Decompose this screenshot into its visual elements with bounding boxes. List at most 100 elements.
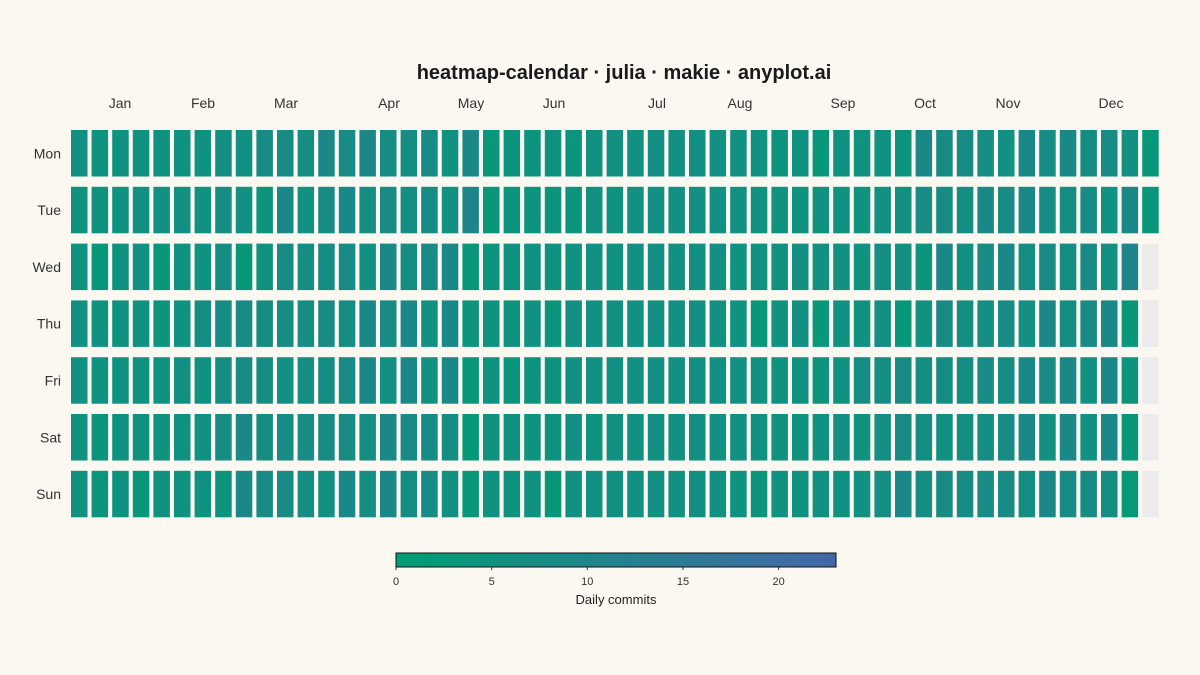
heatmap-cell [750, 300, 768, 347]
heatmap-cell [215, 300, 232, 347]
month-label: Aug [728, 95, 753, 111]
heatmap-cell [792, 130, 809, 177]
month-label: Jun [543, 95, 566, 111]
heatmap-cell [874, 414, 891, 461]
heatmap-cell [853, 130, 871, 177]
heatmap-cell [380, 300, 397, 347]
heatmap-cell [256, 470, 273, 518]
heatmap-cell [668, 300, 685, 347]
heatmap-cell [153, 186, 170, 234]
heatmap-cell [689, 470, 706, 518]
heatmap-cell [647, 130, 665, 177]
heatmap-cell [235, 414, 253, 461]
heatmap-cell [71, 300, 88, 347]
heatmap-cell [709, 186, 727, 234]
heatmap-cell [112, 130, 129, 177]
heatmap-cell [709, 470, 727, 518]
heatmap-cell [483, 414, 500, 461]
heatmap-cell [689, 186, 706, 234]
heatmap-cell [132, 300, 150, 347]
heatmap-cell [421, 470, 438, 518]
heatmap-cell [1142, 414, 1159, 461]
heatmap-cell [586, 300, 603, 347]
heatmap-cell [771, 130, 788, 177]
heatmap-cell [915, 300, 933, 347]
heatmap-cell [874, 130, 891, 177]
heatmap-cell [771, 357, 788, 404]
heatmap-cell [565, 300, 582, 347]
heatmap-cell [1080, 357, 1097, 404]
heatmap-cell [297, 186, 315, 234]
heatmap-cell [359, 186, 376, 234]
month-label: Jul [648, 95, 666, 111]
heatmap-cell [441, 357, 459, 404]
heatmap-cell [998, 130, 1015, 177]
heatmap-cell [627, 300, 644, 347]
heatmap-cell [1018, 243, 1036, 291]
heatmap-cell [833, 186, 850, 234]
heatmap-cell [132, 470, 150, 518]
heatmap-cell [277, 470, 294, 518]
heatmap-cell [586, 243, 603, 291]
heatmap-cell [689, 243, 706, 291]
heatmap-cell [91, 130, 109, 177]
heatmap-cell [730, 130, 747, 177]
heatmap-cell [256, 357, 273, 404]
heatmap-cell [647, 470, 665, 518]
month-label: Dec [1099, 95, 1124, 111]
heatmap-cell [812, 414, 830, 461]
heatmap-cell [895, 357, 912, 404]
heatmap-cell [1059, 470, 1077, 518]
heatmap-cell [936, 130, 953, 177]
heatmap-cell [338, 470, 356, 518]
heatmap-cell [1059, 130, 1077, 177]
heatmap-cell [833, 300, 850, 347]
heatmap-cell [215, 357, 232, 404]
colorbar: 0 5 10 15 20 Daily commits [393, 552, 837, 607]
heatmap-cell [1142, 357, 1159, 404]
heatmap-cell [1101, 186, 1118, 234]
heatmap-cell [874, 470, 891, 518]
heatmap-cell [174, 357, 191, 404]
heatmap-cell [750, 357, 768, 404]
heatmap-cell [380, 243, 397, 291]
heatmap-cell [606, 414, 624, 461]
weekday-label: Wed [32, 259, 61, 275]
heatmap-cell [338, 186, 356, 234]
heatmap-cell [1039, 414, 1056, 461]
heatmap-cell [812, 300, 830, 347]
heatmap-cell [277, 414, 294, 461]
heatmap-cell [338, 130, 356, 177]
heatmap-cell [277, 357, 294, 404]
heatmap-cell [441, 300, 459, 347]
heatmap-cell [689, 414, 706, 461]
heatmap-cell [503, 243, 521, 291]
heatmap-cell [421, 357, 438, 404]
month-label: Oct [914, 95, 936, 111]
heatmap-cell [956, 243, 974, 291]
heatmap-cell [421, 300, 438, 347]
heatmap-cell [524, 357, 541, 404]
heatmap-cell [544, 300, 562, 347]
heatmap-cell [586, 357, 603, 404]
heatmap-cell [1080, 300, 1097, 347]
heatmap-cell [833, 130, 850, 177]
heatmap-cell [91, 300, 109, 347]
month-label: Sep [831, 95, 856, 111]
weekday-label: Mon [34, 145, 61, 161]
heatmap-cell [956, 357, 974, 404]
heatmap-cell [91, 243, 109, 291]
heatmap-cell [112, 470, 129, 518]
heatmap-cell [936, 470, 953, 518]
heatmap-cell [565, 130, 582, 177]
heatmap-cell [668, 186, 685, 234]
heatmap-cell [977, 300, 994, 347]
heatmap-cell [524, 470, 541, 518]
heatmap-cell [874, 243, 891, 291]
heatmap-cell [998, 300, 1015, 347]
heatmap-cell [359, 470, 376, 518]
heatmap-cell [297, 357, 315, 404]
heatmap-cell [915, 243, 933, 291]
heatmap-cell [956, 130, 974, 177]
